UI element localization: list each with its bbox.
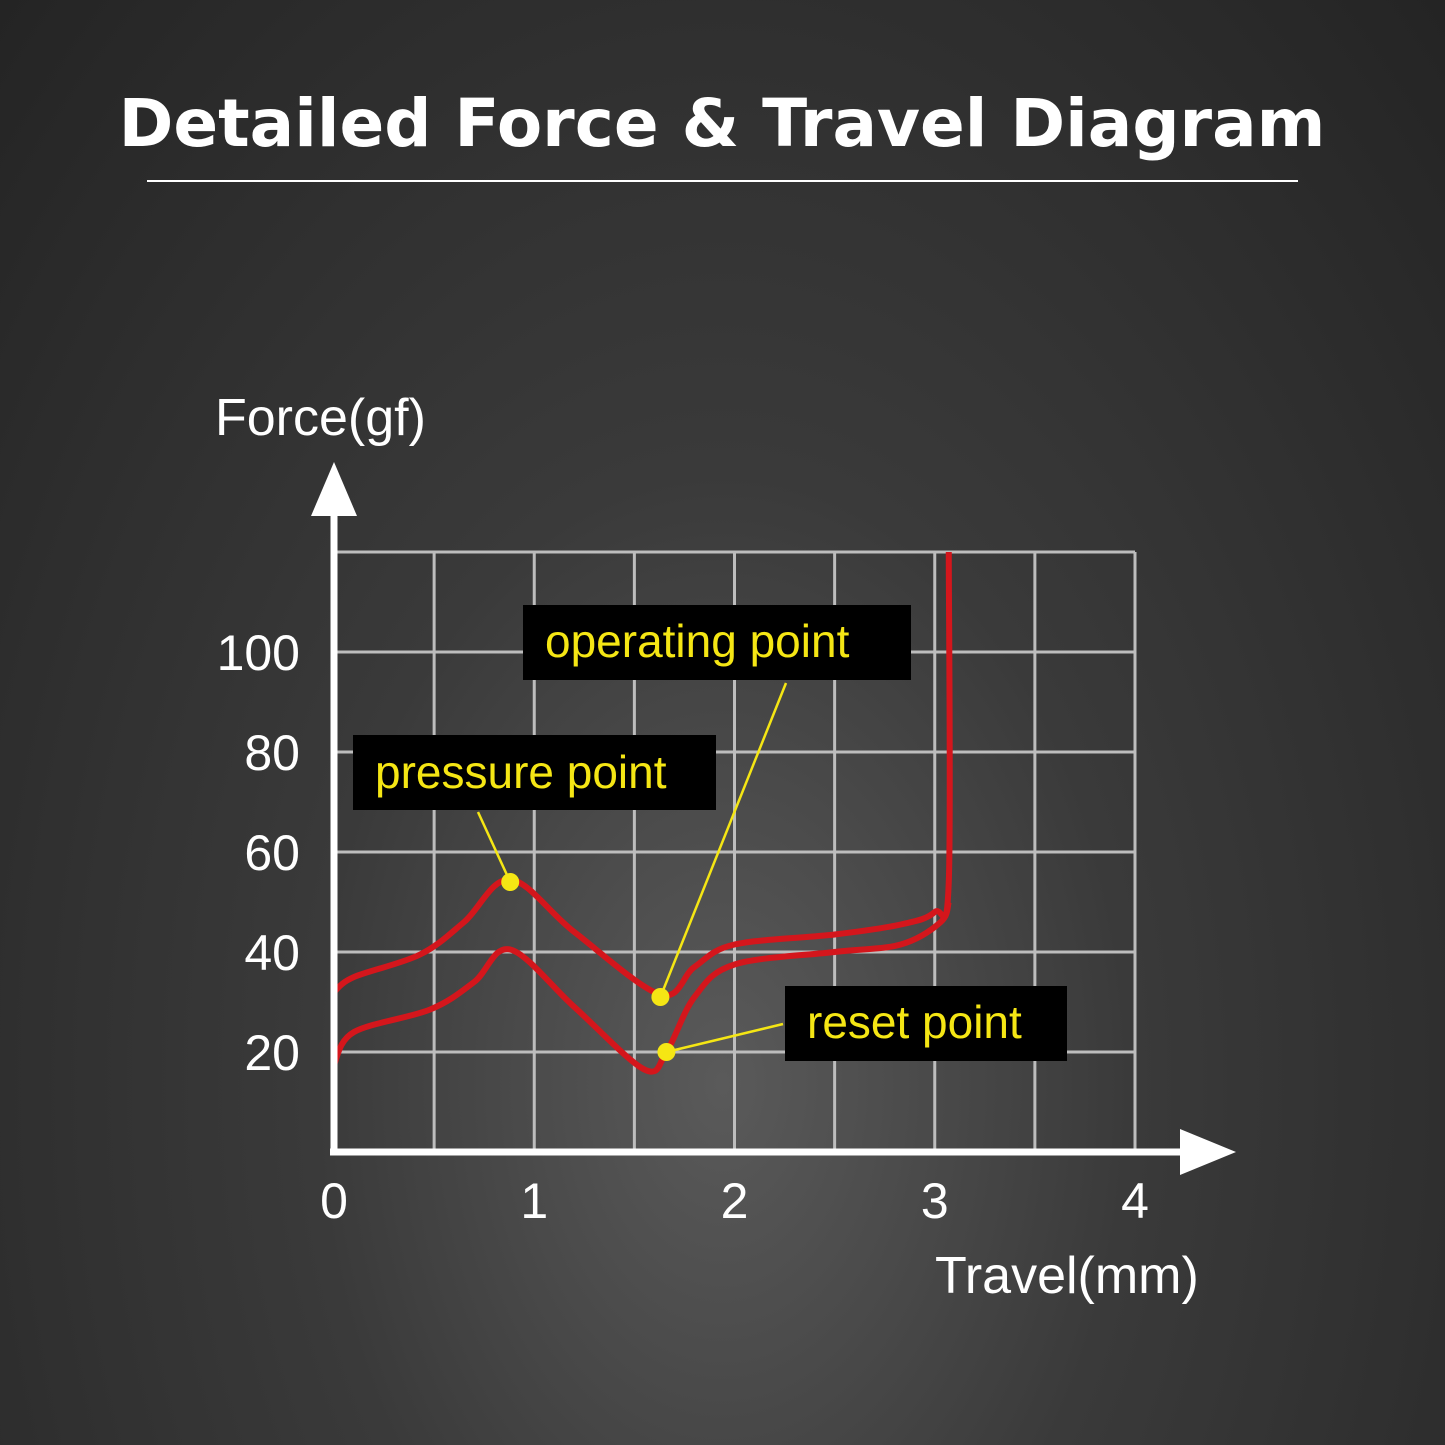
- annotation-box: [523, 605, 911, 680]
- annotation-operating-point: operating point: [523, 605, 911, 1006]
- y-axis-label: Force(gf): [215, 389, 426, 447]
- y-tick-label: 60: [244, 825, 300, 881]
- axes: [311, 462, 1236, 1175]
- annotation-point: [657, 1043, 676, 1061]
- release-curve: [331, 900, 952, 1075]
- annotation-box: [353, 735, 716, 810]
- x-tick-label: 3: [921, 1173, 949, 1229]
- y-tick-label: 40: [244, 925, 300, 981]
- x-tick-label: 1: [520, 1173, 548, 1229]
- annotation-reset-point: reset point: [657, 986, 1067, 1061]
- annotation-pressure-point: pressure point: [353, 735, 716, 891]
- y-axis-arrow-icon: [311, 462, 357, 516]
- x-axis-label: Travel(mm): [935, 1247, 1199, 1305]
- y-tick-label: 80: [244, 725, 300, 781]
- y-tick-label: 20: [244, 1025, 300, 1081]
- annotation-point: [651, 988, 670, 1006]
- chart-title: Detailed Force & Travel Diagram: [119, 85, 1326, 162]
- x-tick-label: 0: [320, 1173, 348, 1229]
- leader-line: [666, 1022, 784, 1054]
- x-axis-arrow-icon: [1180, 1129, 1236, 1175]
- leader-line: [476, 811, 512, 883]
- x-tick-label: 2: [721, 1173, 749, 1229]
- annotation-label: pressure point: [375, 746, 667, 798]
- y-tick-label: 100: [217, 625, 300, 681]
- leader-line: [659, 682, 788, 998]
- annotation-label: operating point: [545, 615, 850, 667]
- annotation-point: [501, 873, 520, 891]
- annotation-label: reset point: [807, 996, 1022, 1048]
- x-tick-label: 4: [1121, 1173, 1149, 1229]
- curves: [331, 551, 953, 1075]
- annotation-box: [785, 986, 1067, 1061]
